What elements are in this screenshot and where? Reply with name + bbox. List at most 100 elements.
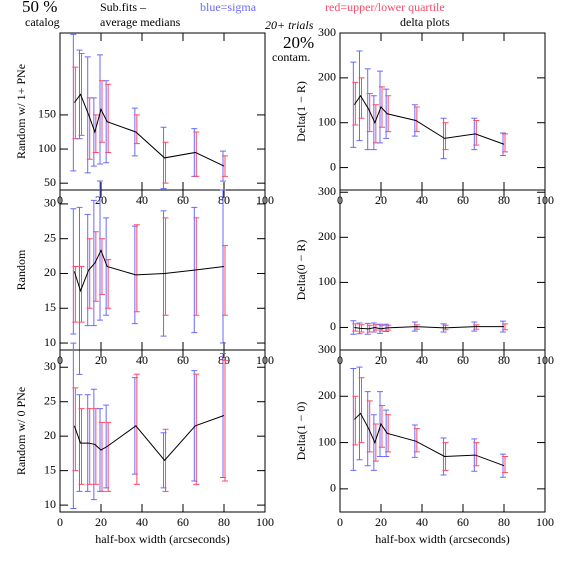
y-tick-label: 30: [44, 359, 56, 373]
quartile-error-bar: [502, 133, 508, 153]
y-tick-label: 15: [44, 300, 56, 314]
sigma-error-bar: [70, 342, 77, 510]
sigma-error-bar: [350, 320, 357, 335]
plot-frame: [339, 189, 546, 351]
median-line: [73, 93, 225, 167]
x-tick-label: 20: [375, 193, 387, 207]
y-tick-label: 15: [44, 462, 56, 476]
header-text: 50 %: [22, 0, 57, 16]
x-tick-label: 60: [177, 193, 189, 207]
quartile-error-bar: [133, 114, 140, 145]
x-tick-label: 0: [57, 515, 63, 529]
sigma-error-bar: [364, 68, 371, 151]
quartile-error-bar: [442, 122, 449, 151]
y-axis-label: Delta(1 − 0): [294, 402, 308, 461]
sigma-error-bar: [103, 217, 110, 316]
y-tick-label: 50: [44, 175, 56, 189]
y-axis-label: Random w/ 1+ PNe: [14, 64, 28, 159]
x-tick-label: 60: [177, 353, 189, 367]
y-tick-label: 0: [330, 319, 336, 333]
y-tick-label: 10: [44, 497, 56, 511]
sigma-error-bar: [160, 126, 167, 190]
x-tick-label: 60: [177, 515, 189, 529]
sigma-error-bar: [90, 199, 97, 327]
sigma-error-bar: [356, 50, 363, 142]
sigma-error-bar: [97, 180, 103, 321]
y-tick-label: 25: [44, 230, 56, 244]
y-axis-label: Random w/ 0 PNe: [14, 387, 28, 475]
sigma-error-bar: [70, 208, 77, 335]
sigma-error-bar: [356, 366, 363, 461]
quartile-error-bar: [86, 408, 93, 485]
sigma-error-bar: [84, 213, 91, 327]
x-tick-label: 80: [498, 515, 510, 529]
x-tick-label: 100: [536, 515, 554, 529]
quartile-error-bar: [352, 395, 359, 446]
sigma-error-bar: [383, 88, 390, 139]
sigma-error-bar: [70, 33, 77, 172]
header-text: catalog: [25, 15, 60, 29]
quartile-error-bar: [92, 231, 99, 302]
sigma-error-bar: [97, 54, 103, 165]
sigma-error-bar: [90, 97, 97, 167]
quartile-error-bar: [92, 114, 99, 153]
median-line: [353, 94, 505, 145]
quartile-error-bar: [502, 323, 508, 331]
x-tick-label: 80: [498, 353, 510, 367]
median-line: [73, 415, 225, 462]
y-tick-label: 200: [318, 70, 336, 84]
y-tick-label: 100: [318, 114, 336, 128]
header-text: blue=sigma: [200, 0, 257, 14]
plot-frame: [59, 189, 266, 351]
y-tick-label: 30: [44, 196, 56, 210]
quartile-error-bar: [133, 224, 140, 313]
x-tick-label: 60: [457, 193, 469, 207]
y-tick-label: 100: [318, 274, 336, 288]
x-axis-label: half-box width (arcseconds): [375, 532, 510, 546]
sigma-error-bar: [383, 409, 390, 457]
quartile-error-bar: [105, 83, 112, 153]
sigma-error-bar: [440, 117, 447, 160]
quartile-error-bar: [78, 52, 85, 136]
header-text: Sub.fits –: [100, 0, 147, 14]
x-tick-label: 80: [218, 193, 230, 207]
x-tick-label: 20: [95, 353, 107, 367]
header-text: 20+ trials: [265, 18, 314, 32]
quartile-error-bar: [379, 86, 385, 128]
y-tick-label: 25: [44, 393, 56, 407]
median-line: [354, 412, 505, 467]
y-tick-label: 200: [318, 388, 336, 402]
sigma-error-bar: [76, 394, 83, 492]
quartile-error-bar: [366, 400, 373, 453]
quartile-error-bar: [86, 238, 93, 309]
plot-frame: [59, 32, 266, 191]
x-tick-label: 60: [457, 353, 469, 367]
quartile-error-bar: [193, 217, 200, 316]
x-axis-label: half-box width (arcseconds): [95, 532, 230, 546]
x-tick-label: 60: [457, 515, 469, 529]
y-tick-label: 0: [330, 481, 336, 495]
sigma-error-bar: [76, 49, 83, 140]
quartile-error-bar: [162, 428, 169, 492]
y-tick-label: 300: [318, 184, 336, 198]
y-axis-label: Random: [14, 249, 28, 290]
quartile-error-bar: [473, 442, 480, 467]
quartile-error-bar: [358, 377, 365, 444]
y-axis-label: Delta(1 − R): [294, 81, 308, 142]
quartile-error-bar: [105, 259, 112, 309]
quartile-error-bar: [473, 119, 480, 146]
sigma-error-bar: [364, 391, 371, 467]
y-tick-label: 300: [318, 25, 336, 39]
quartile-error-bar: [222, 155, 228, 177]
x-tick-label: 40: [136, 193, 148, 207]
y-tick-label: 100: [38, 141, 56, 155]
y-tick-label: 150: [38, 107, 56, 121]
quartile-error-bar: [222, 359, 228, 482]
y-tick-label: 100: [318, 434, 336, 448]
plot-frame: [339, 32, 546, 191]
quartile-error-bar: [502, 455, 508, 474]
header-text: 20%: [283, 33, 314, 52]
sigma-error-bar: [350, 368, 357, 471]
x-tick-label: 40: [416, 193, 428, 207]
